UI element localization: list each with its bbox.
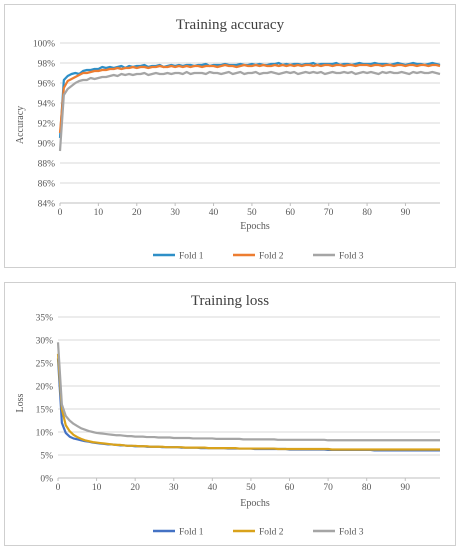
x-tick-label: 60 xyxy=(285,483,295,493)
x-tick-label: 80 xyxy=(362,483,372,493)
x-tick-label: 30 xyxy=(170,208,180,218)
series-line-fold-3 xyxy=(58,70,441,152)
x-tick-label: 90 xyxy=(401,208,411,218)
x-tick-label: 90 xyxy=(401,483,411,493)
legend-label: Fold 1 xyxy=(179,528,204,538)
chart-title: Training accuracy xyxy=(176,17,285,33)
x-tick-label: 0 xyxy=(56,483,61,493)
y-tick-label: 90% xyxy=(38,140,56,150)
y-tick-label: 15% xyxy=(36,406,54,416)
x-tick-label: 80 xyxy=(362,208,372,218)
legend-label: Fold 2 xyxy=(259,252,284,262)
loss-chart: Training loss 0% 5% 10% 15% 20% 25% 30% 35% 0 10 2… xyxy=(15,293,440,538)
legend-label: Fold 1 xyxy=(179,252,204,262)
y-axis-label: Loss xyxy=(15,393,26,412)
y-tick-label: 96% xyxy=(38,80,56,90)
x-tick-label: 20 xyxy=(132,208,142,218)
y-tick-label: 86% xyxy=(38,180,56,190)
y-tick-label: 94% xyxy=(38,100,56,110)
x-tick-label: 70 xyxy=(324,208,334,218)
x-tick-label: 50 xyxy=(246,483,256,493)
x-axis-label: Epochs xyxy=(240,498,270,509)
y-tick-label: 20% xyxy=(36,383,54,393)
y-tick-label: 30% xyxy=(36,337,54,347)
accuracy-chart-panel: Training accuracy 84% 86% 88% 90% 92% 94% 96% 9… xyxy=(4,4,456,268)
accuracy-chart: Training accuracy 84% 86% 88% 90% 92% 94% 96% 9… xyxy=(15,17,441,262)
y-tick-label: 92% xyxy=(38,120,56,130)
legend-label: Fold 3 xyxy=(339,252,364,262)
series-line-fold-1 xyxy=(56,358,440,452)
x-axis-label: Epochs xyxy=(240,221,270,232)
y-tick-label: 88% xyxy=(38,160,56,170)
y-tick-label: 84% xyxy=(38,200,56,210)
x-tick-label: 40 xyxy=(208,483,218,493)
x-tick-label: 10 xyxy=(94,208,104,218)
x-tick-label: 0 xyxy=(58,208,63,218)
y-tick-label: 25% xyxy=(36,360,54,370)
x-tick-label: 20 xyxy=(130,483,140,493)
x-tick-label: 50 xyxy=(247,208,257,218)
legend-label: Fold 3 xyxy=(339,528,364,538)
legend-label: Fold 2 xyxy=(259,528,284,538)
series-line-fold-3 xyxy=(56,342,440,442)
x-tick-label: 30 xyxy=(169,483,179,493)
y-tick-label: 0% xyxy=(40,475,53,485)
y-tick-label: 98% xyxy=(38,60,56,70)
x-tick-label: 40 xyxy=(209,208,219,218)
series-line-fold-1 xyxy=(58,61,441,139)
y-axis-label: Accuracy xyxy=(15,106,26,144)
x-tick-label: 70 xyxy=(323,483,333,493)
series-line-fold-2 xyxy=(58,63,441,134)
x-tick-label: 10 xyxy=(92,483,102,493)
y-tick-label: 10% xyxy=(36,429,54,439)
chart-title: Training loss xyxy=(191,293,269,309)
y-tick-label: 5% xyxy=(40,452,53,462)
series-line-fold-2 xyxy=(56,353,440,451)
loss-chart-panel: Training loss 0% 5% 10% 15% 20% 25% 30% 35% 0 10 2… xyxy=(4,282,456,546)
y-tick-label: 100% xyxy=(33,40,55,50)
y-tick-label: 35% xyxy=(36,314,54,324)
x-tick-label: 60 xyxy=(286,208,296,218)
